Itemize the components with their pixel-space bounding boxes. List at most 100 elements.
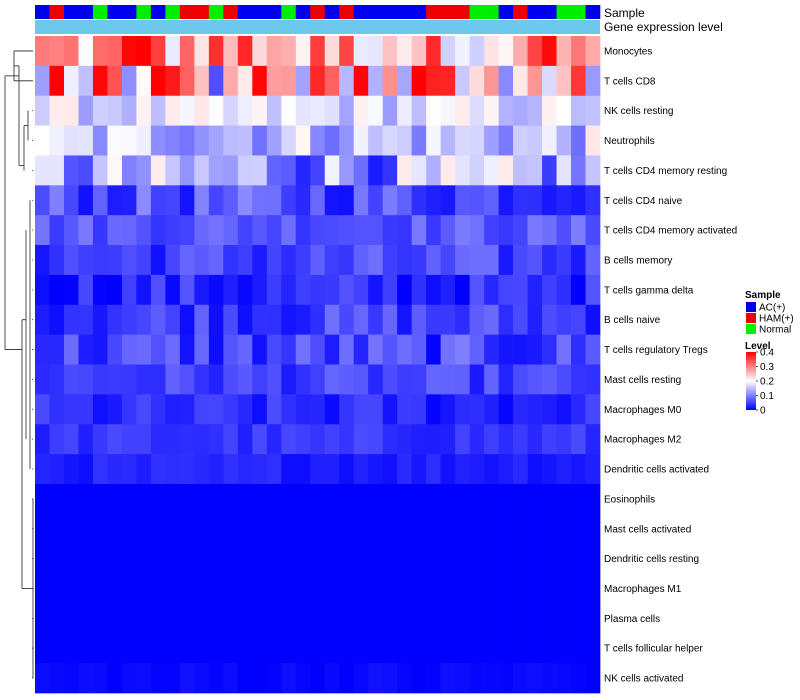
heatmap-cell bbox=[121, 364, 137, 395]
heatmap-cell bbox=[49, 663, 65, 694]
heatmap-cell bbox=[440, 245, 456, 276]
heatmap-cell bbox=[484, 125, 499, 156]
heatmap-cell bbox=[469, 36, 485, 67]
sample-cell bbox=[136, 5, 152, 19]
heatmap-cell bbox=[208, 603, 224, 634]
heatmap-cell bbox=[121, 185, 137, 216]
heatmap-cell bbox=[63, 573, 79, 604]
row-label: T cells CD4 naive bbox=[604, 196, 683, 207]
heatmap-cell bbox=[455, 364, 470, 395]
heatmap-cell bbox=[484, 454, 499, 485]
heatmap-cell bbox=[498, 543, 514, 574]
heatmap-cell bbox=[484, 573, 499, 604]
heatmap-cell bbox=[542, 454, 557, 485]
heatmap-cell bbox=[179, 245, 195, 276]
heatmap-cell bbox=[527, 394, 543, 425]
heatmap-cell bbox=[63, 394, 79, 425]
heatmap-cell bbox=[484, 513, 499, 545]
heatmap-cell bbox=[136, 483, 152, 515]
heatmap-cell bbox=[484, 603, 499, 634]
row-label: Mast cells resting bbox=[604, 375, 681, 386]
heatmap-cell bbox=[150, 65, 166, 97]
heatmap-cell bbox=[353, 513, 369, 545]
heatmap-cell bbox=[411, 274, 427, 306]
heatmap-cell bbox=[63, 543, 79, 574]
heatmap-cell bbox=[310, 394, 326, 425]
heatmap-cell bbox=[179, 125, 195, 156]
heatmap-cell bbox=[382, 483, 398, 515]
heatmap-cell bbox=[571, 573, 586, 604]
heatmap-cell bbox=[585, 543, 601, 574]
heatmap-cell bbox=[266, 513, 282, 545]
heatmap-cell bbox=[513, 543, 528, 574]
heatmap-cell bbox=[310, 543, 326, 574]
heatmap-cell bbox=[136, 304, 152, 335]
heatmap-cell bbox=[252, 364, 268, 395]
heatmap-cell bbox=[165, 543, 181, 574]
level-legend-tick-label: 0.2 bbox=[760, 377, 774, 388]
heatmap-cell bbox=[353, 483, 369, 515]
heatmap-cell bbox=[223, 36, 239, 67]
heatmap-cell bbox=[63, 304, 79, 335]
heatmap-cell bbox=[556, 424, 572, 455]
heatmap-cell bbox=[92, 663, 108, 694]
heatmap-cell bbox=[165, 215, 181, 246]
heatmap-cell bbox=[527, 513, 543, 545]
heatmap-cell bbox=[542, 215, 557, 246]
heatmap-cell bbox=[411, 215, 427, 246]
heatmap-cell bbox=[194, 543, 210, 574]
heatmap-cell bbox=[498, 215, 514, 246]
heatmap-cell bbox=[527, 633, 543, 664]
heatmap-cell bbox=[63, 95, 79, 126]
heatmap-cell bbox=[368, 663, 384, 694]
heatmap-cell bbox=[440, 424, 456, 455]
heatmap-cell bbox=[107, 543, 123, 574]
heatmap-cell bbox=[295, 573, 311, 604]
sample-cell bbox=[469, 5, 485, 19]
heatmap-cell bbox=[556, 95, 572, 126]
heatmap-cell bbox=[469, 513, 485, 545]
heatmap-cell bbox=[382, 454, 398, 485]
sample-legend: Sample AC(+)HAM(+)Normal bbox=[745, 290, 794, 336]
heatmap-cell bbox=[107, 454, 123, 485]
sample-cell bbox=[498, 5, 514, 19]
heatmap-cell bbox=[223, 125, 239, 156]
sample-cell bbox=[179, 5, 195, 19]
heatmap-cell bbox=[310, 125, 326, 156]
heatmap-cell bbox=[63, 633, 79, 664]
sample-annotation-bar bbox=[35, 5, 601, 19]
heatmap-cell bbox=[49, 125, 65, 156]
heatmap-cell bbox=[208, 125, 224, 156]
heatmap-cell bbox=[150, 573, 166, 604]
heatmap-cell bbox=[397, 185, 413, 216]
heatmap-cell bbox=[179, 603, 195, 634]
heatmap-cell bbox=[295, 274, 311, 306]
heatmap-cell bbox=[556, 513, 572, 545]
heatmap-cell bbox=[150, 513, 166, 545]
heatmap-cell bbox=[382, 155, 398, 186]
heatmap-cell bbox=[208, 274, 224, 306]
heatmap-cell bbox=[63, 125, 79, 156]
heatmap-cell bbox=[237, 543, 253, 574]
heatmap-cell bbox=[136, 95, 152, 126]
heatmap-cell bbox=[353, 573, 369, 604]
heatmap-cell bbox=[78, 364, 94, 395]
heatmap-cell bbox=[397, 304, 413, 335]
heatmap-cell bbox=[426, 454, 441, 485]
heatmap-cell bbox=[513, 215, 528, 246]
heatmap-cell bbox=[426, 394, 441, 425]
heatmap-cell bbox=[368, 573, 384, 604]
heatmap-cell bbox=[49, 573, 65, 604]
heatmap-cell bbox=[165, 95, 181, 126]
heatmap-cell bbox=[107, 663, 123, 694]
heatmap-cell bbox=[281, 334, 297, 365]
heatmap-cell bbox=[353, 454, 369, 485]
heatmap-cell bbox=[484, 65, 499, 97]
heatmap-cell bbox=[527, 215, 543, 246]
heatmap-cell bbox=[585, 215, 601, 246]
heatmap-cell bbox=[527, 334, 543, 365]
heatmap-cell bbox=[78, 424, 94, 455]
heatmap-cell bbox=[339, 424, 355, 455]
heatmap-cell bbox=[165, 364, 181, 395]
sample-cell bbox=[382, 5, 398, 19]
